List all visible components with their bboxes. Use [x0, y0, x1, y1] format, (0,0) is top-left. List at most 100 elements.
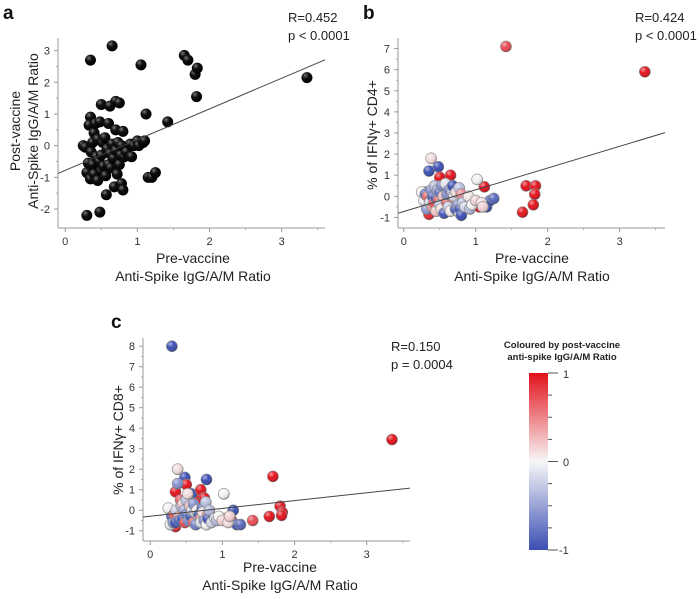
x-tick-label: 2: [291, 549, 297, 561]
data-point-shading: [527, 199, 539, 211]
data-point: [126, 151, 138, 163]
y-tick-label: 4: [129, 423, 135, 435]
data-point: [81, 209, 93, 221]
data-point-shading: [639, 66, 651, 78]
data-point: [106, 40, 118, 52]
y-axis-label-a-line2: Anti-Spike IgG/A/M Ratio: [25, 53, 41, 209]
y-tick-label: -1: [40, 172, 50, 184]
data-point: [113, 159, 125, 171]
data-point-shading: [166, 340, 178, 352]
data-point-shading: [218, 488, 230, 500]
data-point-shading: [432, 161, 444, 173]
colorbar-title-line1: Coloured by post-vaccine: [504, 340, 620, 351]
scatter-panel-c: 0 1 2 3 -1 0 1 2 3 4 5 6 7 8: [125, 338, 411, 561]
y-tick-label: 2: [129, 464, 135, 476]
colorbar-max-label: 1: [563, 369, 569, 381]
y-axis-label-c: % of IFNγ+ CD8+: [110, 385, 126, 495]
data-point-shading: [529, 180, 541, 192]
x-tick-label: 1: [473, 236, 479, 248]
y-tick-label: 0: [129, 505, 135, 517]
y-tick-label: 8: [129, 341, 135, 353]
data-point: [111, 168, 123, 180]
y-tick-label: 2: [44, 77, 50, 89]
data-point-shading: [180, 479, 192, 491]
y-tick-label: -1: [380, 212, 390, 224]
y-tick-label: 6: [384, 65, 390, 77]
y-tick-label: 0: [44, 141, 50, 153]
data-point-shading: [263, 510, 275, 522]
y-tick-label: -1: [125, 526, 135, 538]
x-tick-label: 1: [219, 549, 225, 561]
data-point: [182, 54, 194, 66]
scatter-panel-b: 0 1 2 3 -1 0 1 2 3 4 5 6 7: [380, 38, 666, 248]
data-point-shading: [500, 40, 512, 52]
y-tick-label: 0: [384, 191, 390, 203]
data-point: [100, 189, 112, 201]
x-tick-label: 2: [206, 236, 212, 248]
y-tick-label: 7: [129, 362, 135, 374]
data-point-shading: [471, 173, 483, 185]
colorbar-ticks: [548, 372, 558, 551]
stat-r-b: R=0.424: [635, 10, 685, 25]
data-point-shading: [172, 478, 184, 490]
x-axis-label-a-line2: Anti-Spike IgG/A/M Ratio: [115, 268, 271, 284]
y-tick-label: 3: [44, 46, 50, 58]
x-axis-label-b-line2: Anti-Spike IgG/A/M Ratio: [454, 268, 610, 284]
data-point: [140, 108, 152, 120]
data-point: [100, 170, 112, 182]
data-point: [149, 167, 161, 179]
x-tick-label: 3: [364, 549, 370, 561]
x-tick-label: 1: [134, 236, 140, 248]
panel-letter-a: a: [3, 3, 14, 24]
x-tick-label: 3: [617, 236, 623, 248]
y-axis-label-b: % of IFNγ+ CD4+: [364, 80, 380, 190]
data-point-shading: [201, 473, 213, 485]
colorbar-mid-label: 0: [563, 457, 569, 469]
x-axis-label-b: Pre-vaccine: [495, 250, 569, 266]
stat-r-c: R=0.150: [391, 339, 441, 354]
data-point: [301, 72, 313, 84]
regression-line: [142, 487, 411, 518]
data-point: [191, 62, 203, 74]
data-point: [117, 125, 129, 137]
data-point: [135, 59, 147, 71]
data-point-shading: [182, 488, 194, 500]
data-point: [103, 118, 115, 129]
data-point-shading: [517, 206, 529, 218]
data-point-shading: [172, 463, 184, 475]
y-tick-label: 5: [384, 86, 390, 98]
data-point-shading: [529, 188, 541, 200]
colorbar-title-line2: anti-spike IgG/A/M Ratio: [507, 352, 616, 363]
stat-p-b: p < 0.0001: [635, 28, 697, 43]
stat-p-a: p < 0.0001: [288, 28, 350, 43]
panel-letter-b: b: [363, 3, 375, 24]
data-point: [191, 91, 203, 103]
y-tick-label: 7: [384, 44, 390, 56]
y-tick-label: 1: [129, 485, 135, 497]
data-point: [113, 97, 125, 109]
data-point-shading: [224, 510, 236, 522]
y-tick-label: 5: [129, 403, 135, 415]
data-point: [94, 206, 106, 218]
data-point: [94, 116, 106, 128]
regression-line: [57, 59, 326, 174]
x-axis-label-c: Pre-vaccine: [243, 559, 317, 575]
data-point: [84, 54, 96, 66]
data-point-shading: [425, 152, 437, 164]
colorbar-gradient: [529, 373, 548, 550]
x-tick-label: 3: [279, 236, 285, 248]
data-point: [99, 132, 111, 144]
stat-p-c: p = 0.0004: [391, 357, 453, 372]
stat-r-a: R=0.452: [288, 10, 338, 25]
y-tick-label: 3: [384, 128, 390, 140]
y-tick-label: 3: [129, 444, 135, 456]
y-tick-label: 2: [384, 149, 390, 161]
y-tick-label: 4: [384, 107, 390, 119]
data-point-shading: [488, 192, 500, 204]
data-point-shading: [247, 514, 259, 526]
data-point: [117, 184, 129, 196]
data-point-shading: [276, 509, 288, 521]
x-tick-label: 0: [401, 236, 407, 248]
data-point-shading: [267, 470, 279, 482]
